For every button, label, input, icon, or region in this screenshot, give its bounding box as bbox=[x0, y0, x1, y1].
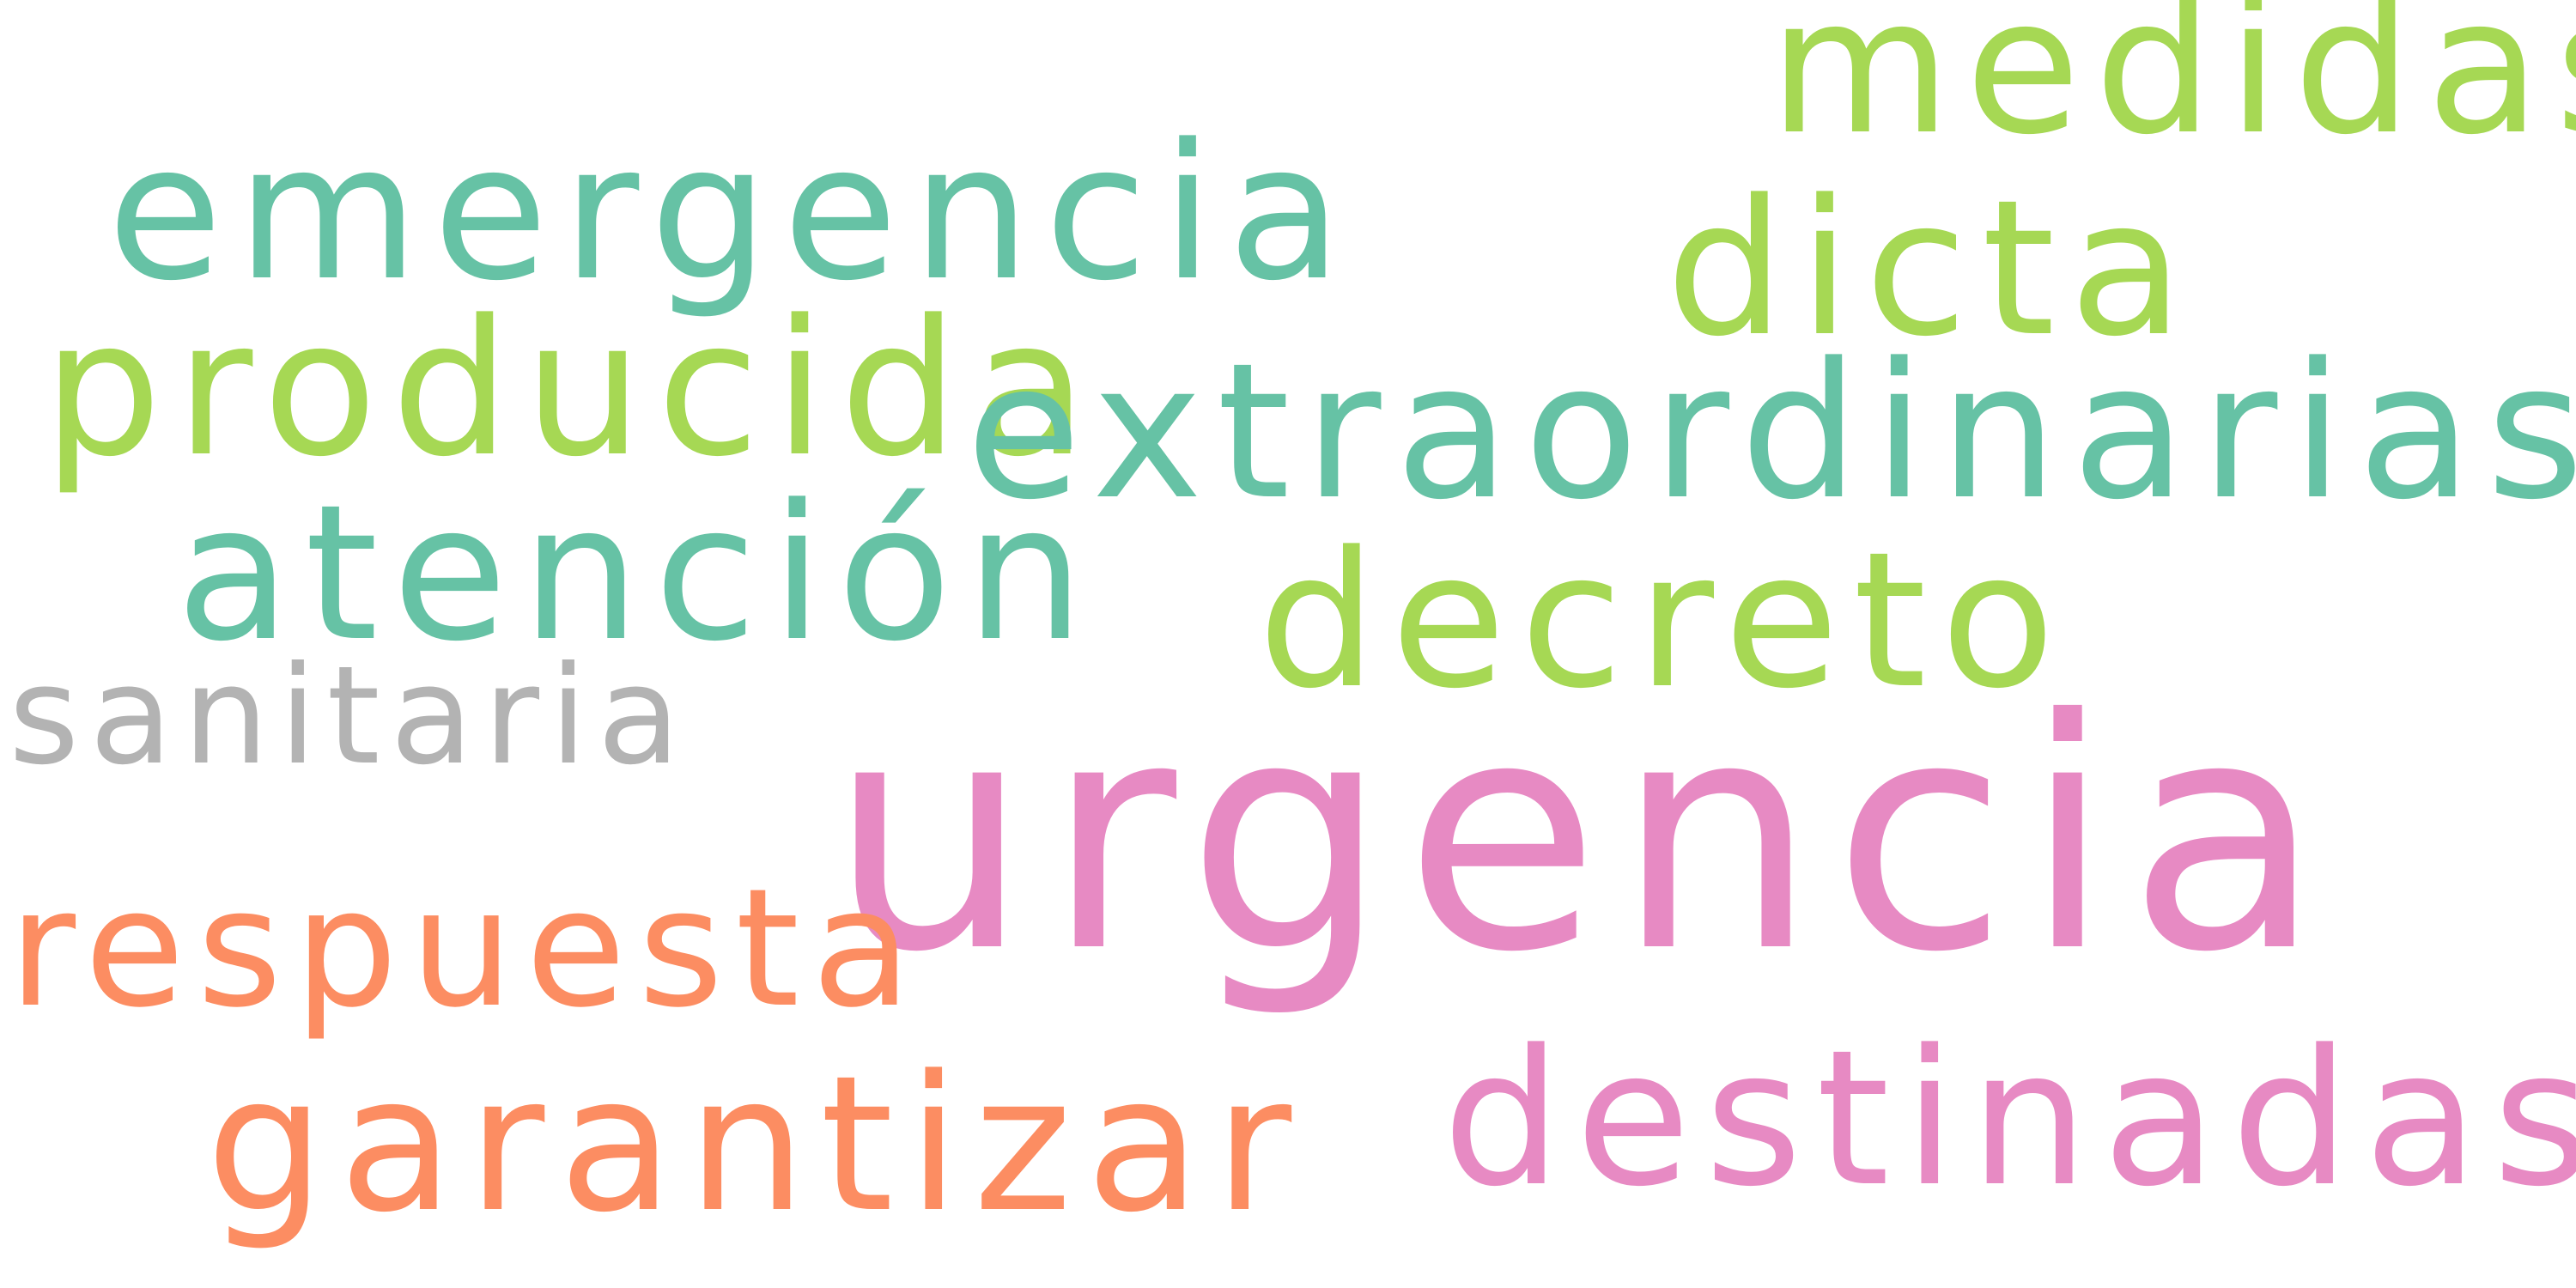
word-decreto: decreto bbox=[1258, 513, 2069, 730]
word-emergencia: emergencia bbox=[107, 105, 1357, 322]
word-garantizar: garantizar bbox=[206, 1036, 1306, 1254]
word-dicta: dicta bbox=[1666, 161, 2198, 378]
word-respuesta: respuesta bbox=[9, 854, 924, 1043]
word-medidas: medidas bbox=[1769, 0, 2576, 176]
word-urgencia: urgencia bbox=[829, 653, 2339, 1022]
word-destinadas: destinadas bbox=[1443, 1011, 2576, 1228]
word-producida: producida bbox=[43, 281, 1102, 498]
word-atencion: atención bbox=[176, 465, 1099, 683]
word-sanitaria: sanitaria bbox=[9, 637, 691, 795]
word-extraordinarias: extraordinarias bbox=[966, 324, 2576, 541]
